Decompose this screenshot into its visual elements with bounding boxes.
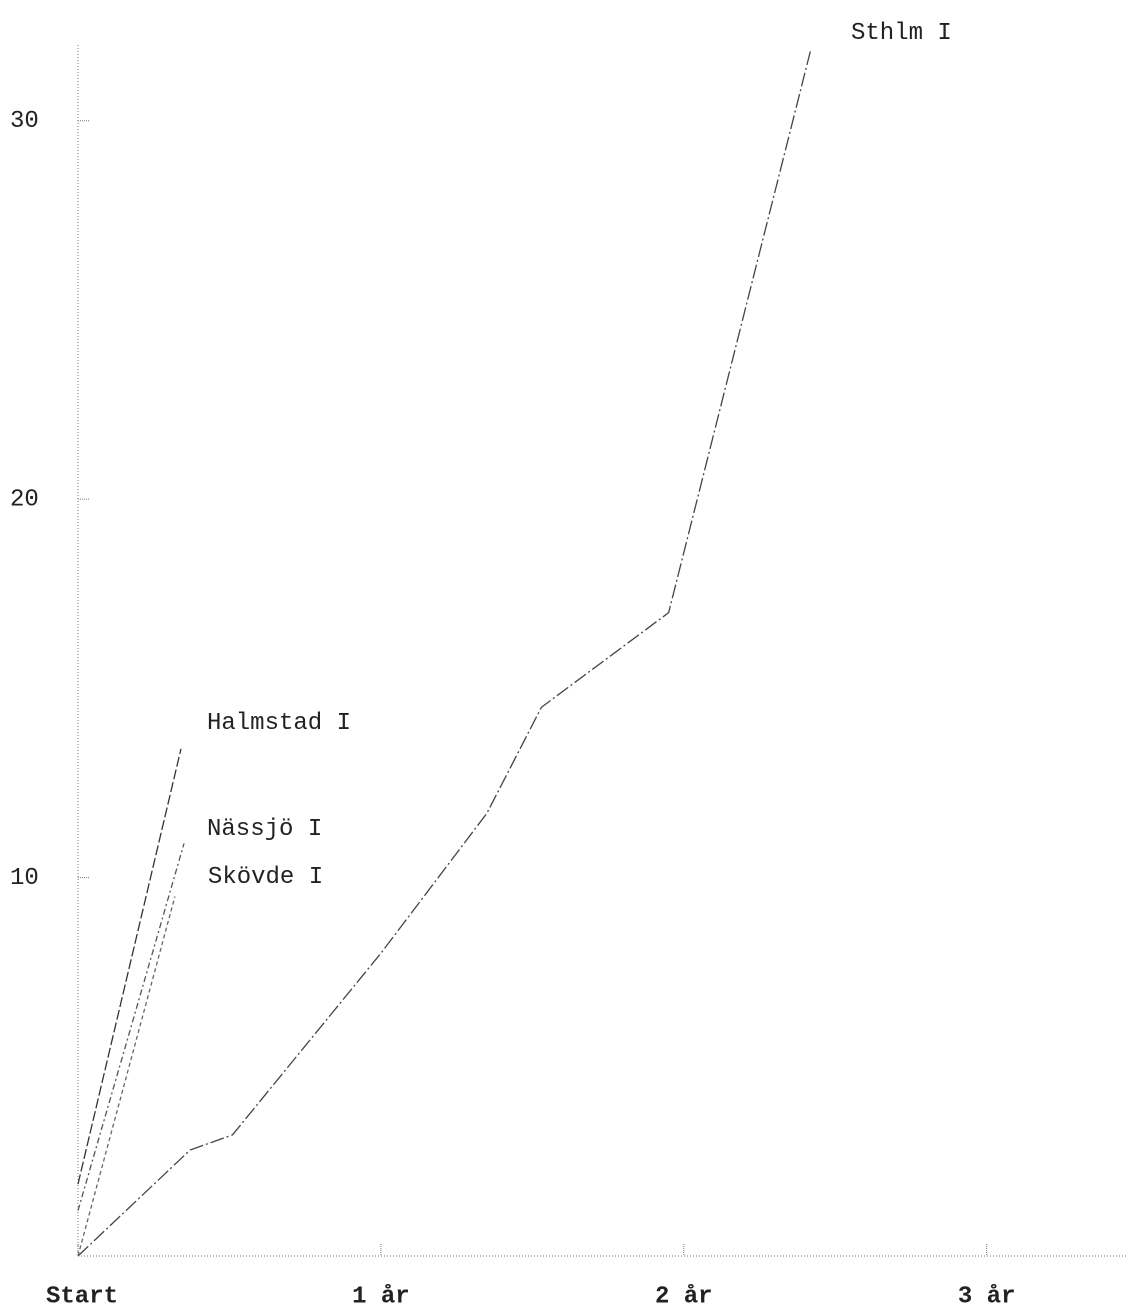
series-line: [77, 843, 185, 1211]
y-tick-label: 10: [10, 865, 39, 892]
x-tick-label: 1 år: [352, 1283, 410, 1310]
x-tick-label: 3 år: [958, 1283, 1016, 1310]
series-label: Sthlm I: [851, 20, 952, 47]
x-tick-label: 2 år: [655, 1283, 713, 1310]
series-label: Skövde I: [208, 864, 323, 891]
series-label: Halmstad I: [207, 710, 351, 737]
series-line: [77, 748, 182, 1185]
series-label: Nässjö I: [207, 816, 322, 843]
x-tick-label: Start: [46, 1283, 118, 1310]
y-tick-label: 30: [10, 108, 39, 135]
series-line: [77, 48, 812, 1257]
y-tick-label: 20: [10, 486, 39, 513]
series-line: [77, 896, 176, 1257]
